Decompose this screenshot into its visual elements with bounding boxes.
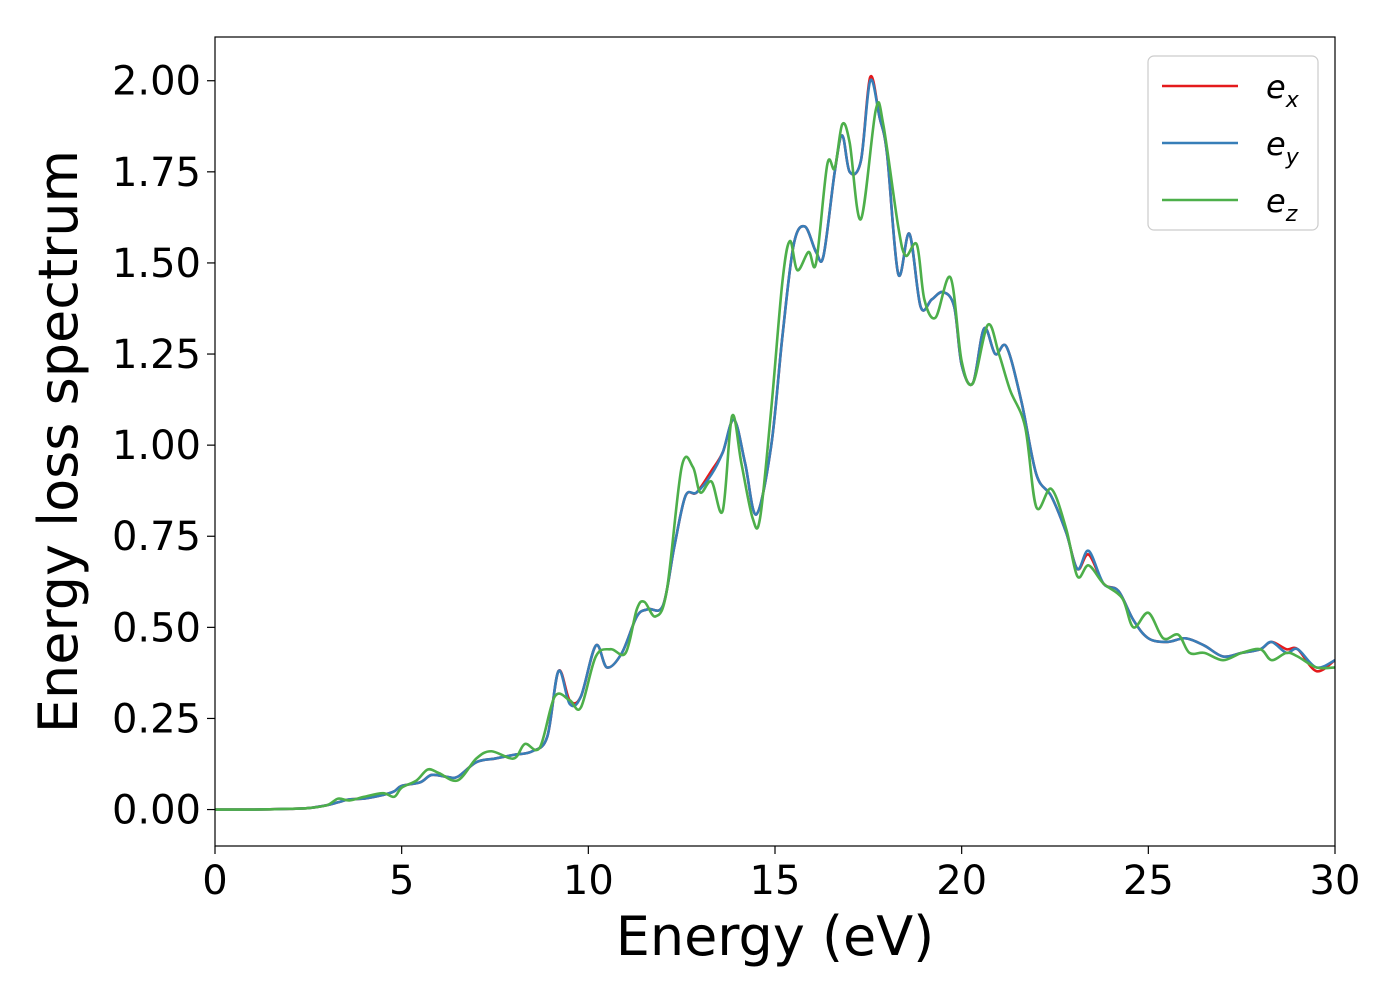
- y-tick-label: 0.25: [112, 696, 201, 742]
- legend-label-x: ex: [1266, 68, 1300, 113]
- legend-label-sub: y: [1285, 145, 1300, 170]
- x-tick-label: 25: [1123, 858, 1174, 904]
- y-tick-label: 1.75: [112, 150, 201, 196]
- legend-label-base: e: [1266, 125, 1286, 163]
- x-tick-label: 15: [750, 858, 801, 904]
- x-tick-label: 0: [202, 858, 227, 904]
- legend-label-z: ez: [1266, 182, 1298, 227]
- x-tick-label: 10: [563, 858, 614, 904]
- y-tick-label: 2.00: [112, 59, 201, 105]
- series-layer: [215, 74, 1335, 811]
- y-tick-label: 1.50: [112, 241, 201, 287]
- legend-label-base: e: [1266, 68, 1286, 106]
- y-axis-label: Energy loss spectrum: [27, 150, 90, 733]
- x-tick-label: 5: [389, 858, 414, 904]
- legend-label-base: e: [1266, 182, 1286, 220]
- y-tick-label: 1.25: [112, 332, 201, 378]
- x-axis: 0 5 10 15 20 25 30: [202, 846, 1360, 904]
- y-axis: 0.00 0.25 0.50 0.75 1.00 1.25 1.50 1.75 2.00: [112, 59, 215, 834]
- y-tick-label: 1.00: [112, 423, 201, 469]
- y-tick-label: 0.00: [112, 788, 201, 834]
- legend-label-y: ey: [1266, 125, 1300, 170]
- series-line-z: [215, 101, 1335, 811]
- x-axis-label: Energy (eV): [616, 905, 935, 968]
- x-tick-label: 20: [936, 858, 987, 904]
- y-tick-label: 0.75: [112, 514, 201, 560]
- legend-label-sub: z: [1285, 202, 1298, 227]
- x-tick-label: 30: [1310, 858, 1361, 904]
- legend-label-sub: x: [1285, 88, 1300, 113]
- y-tick-label: 0.50: [112, 605, 201, 651]
